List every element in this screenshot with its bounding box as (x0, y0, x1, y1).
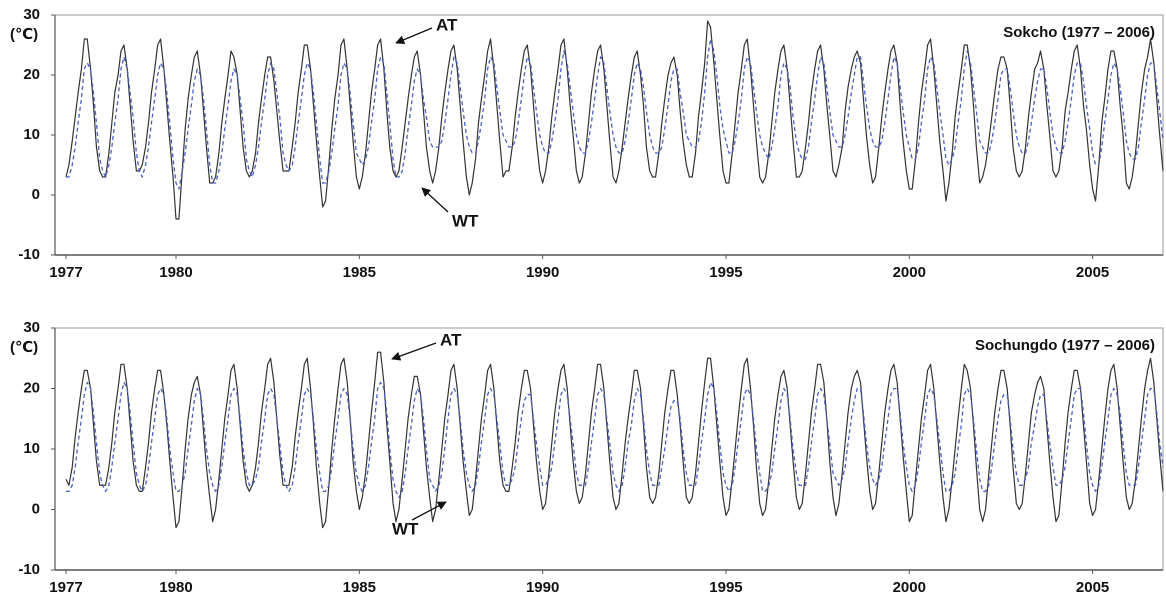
y-tick-label: 10 (23, 440, 40, 457)
x-tick-label: 1980 (159, 264, 192, 281)
y-tick-label: 20 (23, 379, 40, 396)
x-tick-label: 1985 (343, 264, 376, 281)
annotation-arrow (421, 187, 449, 213)
x-tick-label: 1980 (159, 579, 192, 596)
x-tick-label: 1977 (49, 579, 82, 596)
y-tick-label: 30 (23, 6, 40, 23)
wt-line (66, 381, 1164, 499)
y-axis-label: (℃) (10, 26, 38, 43)
at-line (65, 20, 1164, 220)
y-tick-label: -10 (18, 561, 40, 578)
x-tick-label: 2000 (893, 579, 926, 596)
at-line (65, 351, 1164, 529)
x-tick-label: 1977 (49, 264, 82, 281)
series-annotation: WT (452, 211, 479, 230)
series-annotation: AT (436, 15, 458, 34)
x-tick-label: 1990 (526, 264, 559, 281)
x-tick-label: 1985 (343, 579, 376, 596)
y-tick-label: 30 (23, 319, 40, 336)
chart-title: Sochungdo (1977 – 2006) (975, 337, 1155, 354)
annotation-arrow (395, 27, 433, 45)
series-annotation: AT (440, 330, 462, 349)
annotation-arrow (411, 501, 447, 521)
x-tick-label: 1995 (709, 579, 742, 596)
y-axis-label: (℃) (10, 339, 38, 356)
y-tick-label: 0 (32, 500, 40, 517)
wt-line (66, 38, 1164, 190)
y-tick-label: 20 (23, 66, 40, 83)
chart-title: Sokcho (1977 – 2006) (1003, 24, 1155, 41)
x-tick-label: 2005 (1076, 579, 1109, 596)
annotation-arrow (391, 342, 437, 361)
x-tick-label: 2000 (893, 264, 926, 281)
x-tick-label: 1995 (709, 264, 742, 281)
x-tick-label: 2005 (1076, 264, 1109, 281)
y-tick-label: 10 (23, 126, 40, 143)
y-tick-label: 0 (32, 186, 40, 203)
y-tick-label: -10 (18, 246, 40, 263)
x-tick-label: 1990 (526, 579, 559, 596)
series-annotation: WT (392, 519, 419, 538)
